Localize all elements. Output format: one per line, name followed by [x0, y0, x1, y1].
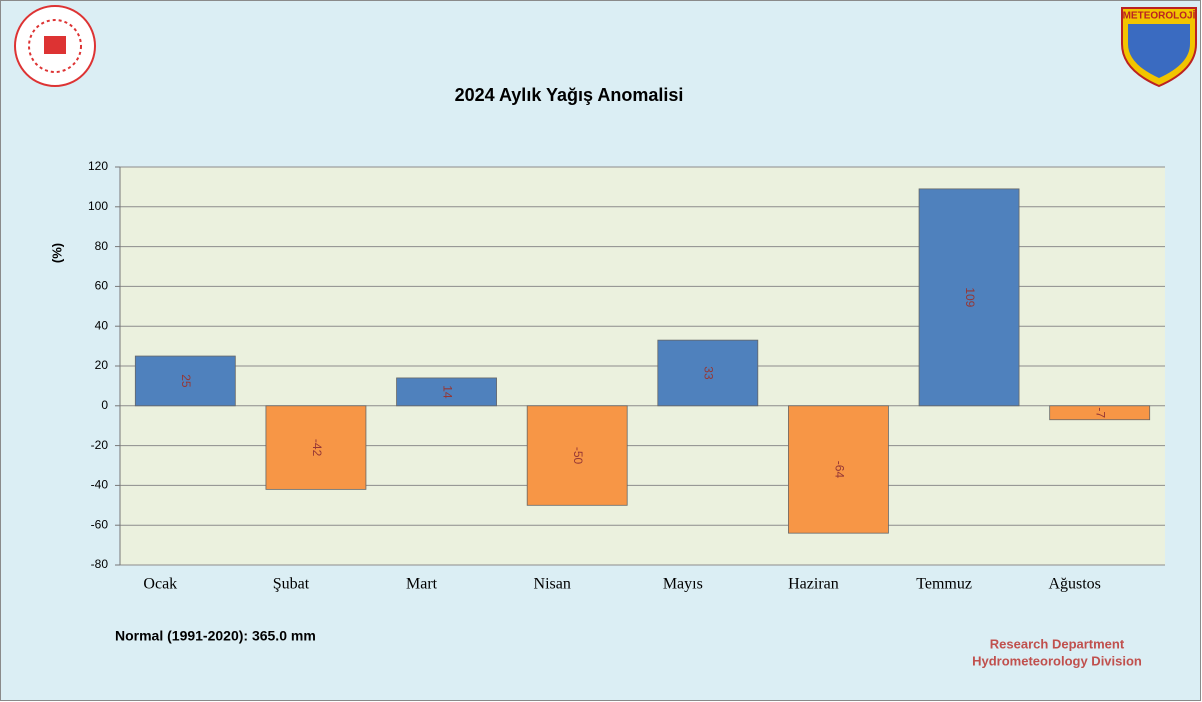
left-logo — [15, 6, 95, 86]
y-axis-label: (%) — [49, 243, 64, 263]
chart: METEOROLOJİ 2024 Aylık Yağış Anomalisi (… — [0, 0, 1202, 702]
y-tick-label: 20 — [95, 358, 109, 372]
credit: Hydrometeorology Division — [972, 653, 1142, 668]
credit: Research Department — [990, 636, 1125, 651]
y-tick-label: -60 — [91, 517, 109, 531]
value-label: 33 — [702, 366, 716, 380]
y-tick-label: 120 — [88, 159, 108, 173]
value-label: -42 — [310, 439, 324, 457]
x-tick-label: Ağustos — [1048, 576, 1100, 593]
y-tick-label: 60 — [95, 279, 109, 293]
y-tick-label: -20 — [91, 438, 109, 452]
x-tick-label: Ocak — [143, 576, 177, 593]
x-tick-label: Şubat — [273, 576, 310, 593]
x-tick-label: Temmuz — [916, 576, 972, 593]
x-tick-label: Nisan — [534, 576, 571, 593]
y-tick-label: 80 — [95, 239, 109, 253]
value-label: -7 — [1094, 407, 1108, 418]
y-tick-label: 40 — [95, 318, 109, 332]
value-label: 25 — [179, 374, 193, 388]
value-label: -64 — [832, 461, 846, 479]
logo-icon — [44, 36, 66, 54]
x-tick-label: Mayıs — [663, 576, 703, 593]
y-tick-label: 100 — [88, 199, 108, 213]
x-tick-label: Mart — [406, 576, 438, 593]
value-label: 109 — [963, 287, 977, 307]
logo-text: METEOROLOJİ — [1123, 9, 1196, 22]
y-tick-label: -40 — [91, 478, 109, 492]
value-label: -50 — [571, 447, 585, 465]
x-tick-label: Haziran — [788, 576, 839, 593]
chart-title: 2024 Aylık Yağış Anomalisi — [455, 85, 684, 105]
value-label: 14 — [440, 385, 454, 399]
y-tick-label: -80 — [91, 557, 109, 571]
note: Normal (1991-2020): 365.0 mm — [115, 628, 316, 644]
y-tick-label: 0 — [101, 398, 108, 412]
